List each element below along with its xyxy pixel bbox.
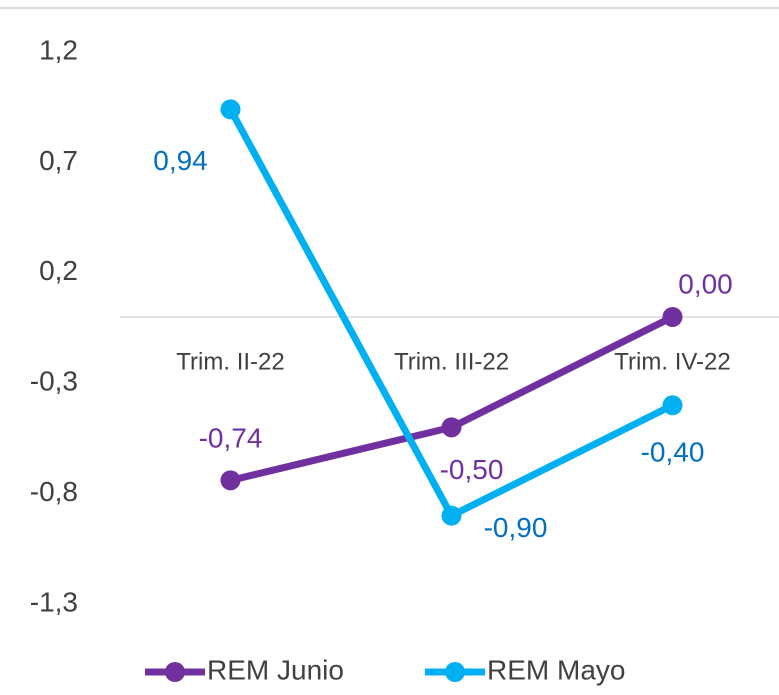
x-tick-label: Trim. II-22: [176, 348, 284, 375]
data-label: -0,40: [641, 437, 705, 468]
legend-marker: [445, 662, 465, 682]
y-tick-label: -0,8: [30, 476, 78, 507]
legend-label: REM Mayo: [487, 654, 625, 685]
point: [441, 417, 462, 438]
legend-marker: [165, 662, 185, 682]
point: [441, 505, 462, 526]
x-tick-label: Trim. IV-22: [614, 348, 730, 375]
x-tick-label: Trim. III-22: [394, 348, 509, 375]
data-label: -0,90: [484, 512, 548, 543]
y-tick-label: -0,3: [30, 366, 78, 397]
data-label: 0,94: [153, 145, 208, 176]
point: [220, 99, 241, 120]
data-label: -0,50: [440, 454, 504, 485]
point: [220, 470, 241, 491]
point: [662, 395, 683, 416]
y-tick-label: 0,7: [39, 145, 78, 176]
y-tick-label: 0,2: [39, 255, 78, 286]
point: [662, 306, 683, 327]
y-tick-label: -1,3: [30, 586, 78, 617]
data-label: -0,74: [199, 423, 263, 454]
data-label: 0,00: [678, 268, 733, 299]
legend-label: REM Junio: [207, 654, 344, 685]
y-tick-label: 1,2: [39, 34, 78, 65]
